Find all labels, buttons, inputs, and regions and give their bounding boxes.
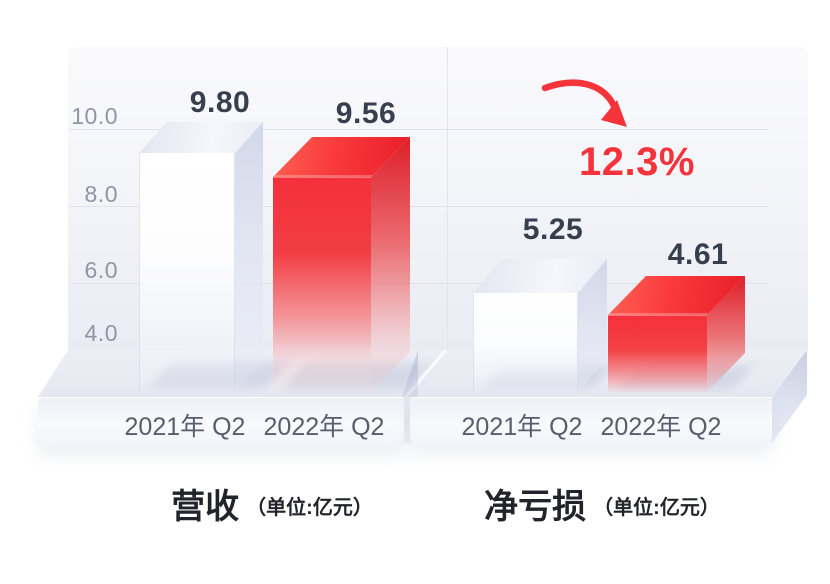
platform-front-right: 2021年 Q2 2022年 Q2 xyxy=(410,397,772,444)
chart-divider xyxy=(447,47,448,350)
decrease-percentage: 12.3% xyxy=(579,140,695,184)
value-label-revenue-2021: 9.80 xyxy=(189,86,251,119)
value-label-netloss-2021: 5.25 xyxy=(522,213,584,246)
chart-title-netloss: 净亏损 xyxy=(484,488,587,526)
category-label-netloss-2021: 2021年 Q2 xyxy=(461,413,583,441)
y-tick-label: 4.0 xyxy=(84,320,118,346)
bar-netloss-2022-front-face xyxy=(608,315,707,392)
value-label-revenue-2022: 9.56 xyxy=(335,97,397,130)
caption-revenue: 营收 （单位:亿元） xyxy=(92,479,452,528)
gridline-6 xyxy=(70,283,768,284)
value-label-netloss-2022: 4.61 xyxy=(667,238,729,271)
chart-unit-revenue: （单位:亿元） xyxy=(246,497,373,519)
bar-netloss-2021-front-face xyxy=(473,293,578,392)
platform-front-left: 2021年 Q2 2022年 Q2 xyxy=(38,397,404,446)
category-label-revenue-2022: 2022年 Q2 xyxy=(263,413,385,441)
gridline-8 xyxy=(70,206,768,207)
y-tick-label: 6.0 xyxy=(84,257,118,283)
chart-unit-netloss: （单位:亿元） xyxy=(593,497,720,519)
decrease-arrow-icon xyxy=(541,79,627,127)
bar-revenue-2021-side-face xyxy=(235,122,263,392)
bar-revenue-2022-side-face xyxy=(371,137,410,392)
gridline-10 xyxy=(70,129,768,130)
y-tick-label: 10.0 xyxy=(71,103,118,129)
y-tick-label: 8.0 xyxy=(84,181,118,207)
category-label-netloss-2022: 2022年 Q2 xyxy=(600,413,722,441)
bar-revenue-2022-front-face xyxy=(273,177,371,392)
caption-netloss: 净亏损 （单位:亿元） xyxy=(422,479,782,528)
chart-title-revenue: 营收 xyxy=(171,488,240,526)
category-label-revenue-2021: 2021年 Q2 xyxy=(124,413,246,441)
bar-revenue-2021-front-face xyxy=(139,153,235,392)
